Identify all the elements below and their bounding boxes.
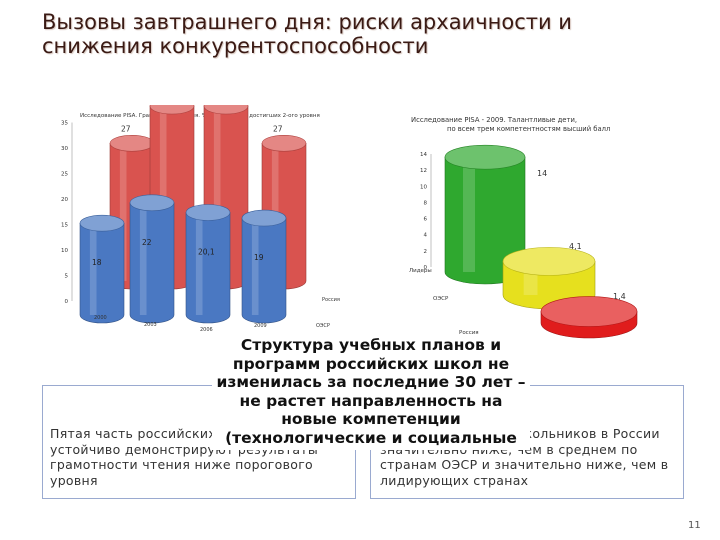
oecd-value-label: 20,1 <box>198 247 215 256</box>
legend-russia: Россия <box>322 297 340 303</box>
talent-value-label: 4,1 <box>569 242 582 251</box>
oecd-bar-2003 <box>129 194 175 324</box>
left-x-tick: 2003 <box>144 322 157 328</box>
left-chart-title: Исследование PISA. Грамотность чтения. %… <box>80 113 320 119</box>
russia-bar-2003-highlight <box>159 106 167 281</box>
talent-bar-Россия <box>540 296 638 339</box>
oecd-bar-2006-body <box>185 212 231 324</box>
talent-bar-Лидеры <box>444 144 526 285</box>
left-x-tick: 2009 <box>254 323 267 329</box>
russia-value-label: 27 <box>121 124 131 133</box>
page-title: Вызовы завтрашнего дня: риски архаичност… <box>42 10 572 58</box>
oecd-value-label: 19 <box>254 253 264 262</box>
right-chart-title-line1: Исследование PISA - 2009. Талантливые де… <box>411 116 577 124</box>
oecd-bar-2003-highlight <box>139 202 147 315</box>
left-y-tick: 0 <box>65 299 69 305</box>
talent-value-label: 1,4 <box>613 292 626 301</box>
left-y-tick: 5 <box>65 274 69 280</box>
legend-oecd: ОЭСР <box>316 323 330 329</box>
left-y-tick: 35 <box>61 121 68 127</box>
left-x-tick: 2000 <box>94 315 107 321</box>
page-number: 11 <box>688 520 701 531</box>
left-x-tick: 2006 <box>200 327 213 333</box>
russia-bar-2006-highlight <box>213 106 221 281</box>
oecd-bar-2009-highlight <box>251 218 259 315</box>
curriculum-callout: Структура учебных планов и программ росс… <box>212 334 530 450</box>
oecd-bar-2000 <box>79 214 125 324</box>
oecd-bar-2006-top <box>185 204 231 221</box>
right-y-tick: 10 <box>420 184 427 190</box>
right-y-tick: 14 <box>420 152 427 158</box>
oecd-bar-2009-body <box>241 217 287 324</box>
right-y-tick: 0 <box>424 265 428 271</box>
right-y-tick: 6 <box>424 217 428 223</box>
right-chart-title-line2: по всем трем компетентностям высший балл <box>447 125 610 133</box>
oecd-bar-2000-top <box>79 214 125 232</box>
left-y-tick: 30 <box>61 146 68 152</box>
oecd-bar-2003-body <box>129 202 175 324</box>
oecd-value-label: 22 <box>142 238 152 247</box>
left-y-tick: 20 <box>61 197 68 203</box>
oecd-bar-2006 <box>185 204 231 324</box>
reading-literacy-chart-svg: Исследование PISA. Грамотность чтения. %… <box>61 87 340 333</box>
oecd-bar-2009-top <box>241 209 287 227</box>
right-x-tick: Лидеры <box>409 268 432 274</box>
reading-literacy-chart: Исследование PISA. Грамотность чтения. %… <box>44 87 354 333</box>
oecd-bar-2006-highlight <box>195 212 203 315</box>
russia-bar-2000-highlight <box>119 143 127 281</box>
left-y-tick: 15 <box>61 223 68 229</box>
talented-students-chart-svg: Исследование PISA - 2009. Талантливые де… <box>409 116 638 339</box>
talent-bar-Лидеры-highlight <box>463 157 475 272</box>
russia-value-label: 27 <box>273 124 283 133</box>
oecd-bar-2009 <box>241 209 287 324</box>
russia-bar-2000-top <box>109 134 155 152</box>
talent-bar-Россия-top <box>540 296 638 327</box>
oecd-value-label: 18 <box>92 258 102 267</box>
right-x-tick: ОЭСР <box>433 296 449 302</box>
right-y-tick: 8 <box>424 200 428 206</box>
talent-bar-Лидеры-top <box>444 144 526 170</box>
left-y-tick: 10 <box>61 248 68 254</box>
left-y-tick: 25 <box>61 172 68 178</box>
right-x-tick: Россия <box>459 330 479 336</box>
oecd-bar-2000-body <box>79 222 125 324</box>
russia-bar-2009-top <box>261 134 307 152</box>
right-y-tick: 4 <box>424 233 428 239</box>
talent-bar-ОЭСР-top <box>502 247 596 276</box>
talented-students-chart: Исследование PISA - 2009. Талантливые де… <box>407 112 685 352</box>
oecd-bar-2000-highlight <box>89 223 97 315</box>
right-y-tick: 2 <box>424 249 428 255</box>
talent-bar-ОЭСР <box>502 247 596 310</box>
talent-value-label: 14 <box>537 169 547 178</box>
right-y-tick: 12 <box>420 168 427 174</box>
oecd-bar-2003-top <box>129 194 175 212</box>
